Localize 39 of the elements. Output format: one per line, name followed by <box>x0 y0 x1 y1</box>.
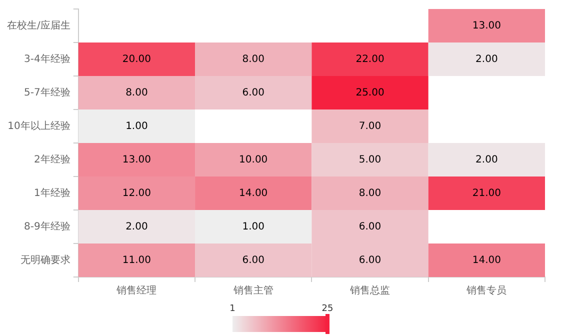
data-label: 11.00 <box>122 254 152 266</box>
x-tick-label: 销售主管 <box>232 284 274 297</box>
data-label: 13.00 <box>472 20 501 32</box>
data-label: 25.00 <box>356 87 384 98</box>
y-tick-label: 5-7年经验 <box>24 86 70 98</box>
color-bar-label: 1 <box>230 304 236 314</box>
data-label: 14.00 <box>472 254 501 266</box>
data-label: 22.00 <box>356 54 384 65</box>
data-label: 6.00 <box>242 254 264 266</box>
data-label: 2.00 <box>476 154 498 166</box>
data-label: 21.00 <box>472 188 501 199</box>
y-tick-label: 3-4年经验 <box>24 52 70 65</box>
y-tick-label: 8-9年经验 <box>24 220 70 232</box>
data-label: 13.00 <box>122 154 152 166</box>
x-tick-label: 销售专员 <box>466 284 507 297</box>
data-label: 20.00 <box>122 54 152 65</box>
y-tick-label: 10年以上经验 <box>8 120 70 132</box>
data-label: 8.00 <box>358 188 382 199</box>
y-tick-label: 在校生/应届生 <box>6 19 70 32</box>
data-label: 6.00 <box>242 87 264 98</box>
data-label: 1.00 <box>242 221 264 232</box>
data-label: 7.00 <box>358 120 382 132</box>
data-label: 14.00 <box>239 188 268 199</box>
data-label: 1.00 <box>126 120 148 132</box>
x-tick-label: 销售总监 <box>349 284 390 297</box>
data-label: 6.00 <box>358 221 382 232</box>
data-label: 2.00 <box>126 221 148 232</box>
y-tick-label: 1年经验 <box>34 186 70 199</box>
data-label: 5.00 <box>358 154 382 166</box>
data-label: 6.00 <box>358 254 382 266</box>
data-label: 8.00 <box>242 54 264 65</box>
y-tick-label: 2年经验 <box>34 153 70 166</box>
y-tick-label: 无明确要求 <box>20 254 70 266</box>
x-tick-label: 销售经理 <box>116 284 157 297</box>
data-label: 2.00 <box>476 54 498 65</box>
data-label: 8.00 <box>126 87 148 98</box>
color-bar-label: 25 <box>322 304 334 314</box>
data-label: 12.00 <box>122 188 152 199</box>
data-label: 10.00 <box>239 154 268 166</box>
